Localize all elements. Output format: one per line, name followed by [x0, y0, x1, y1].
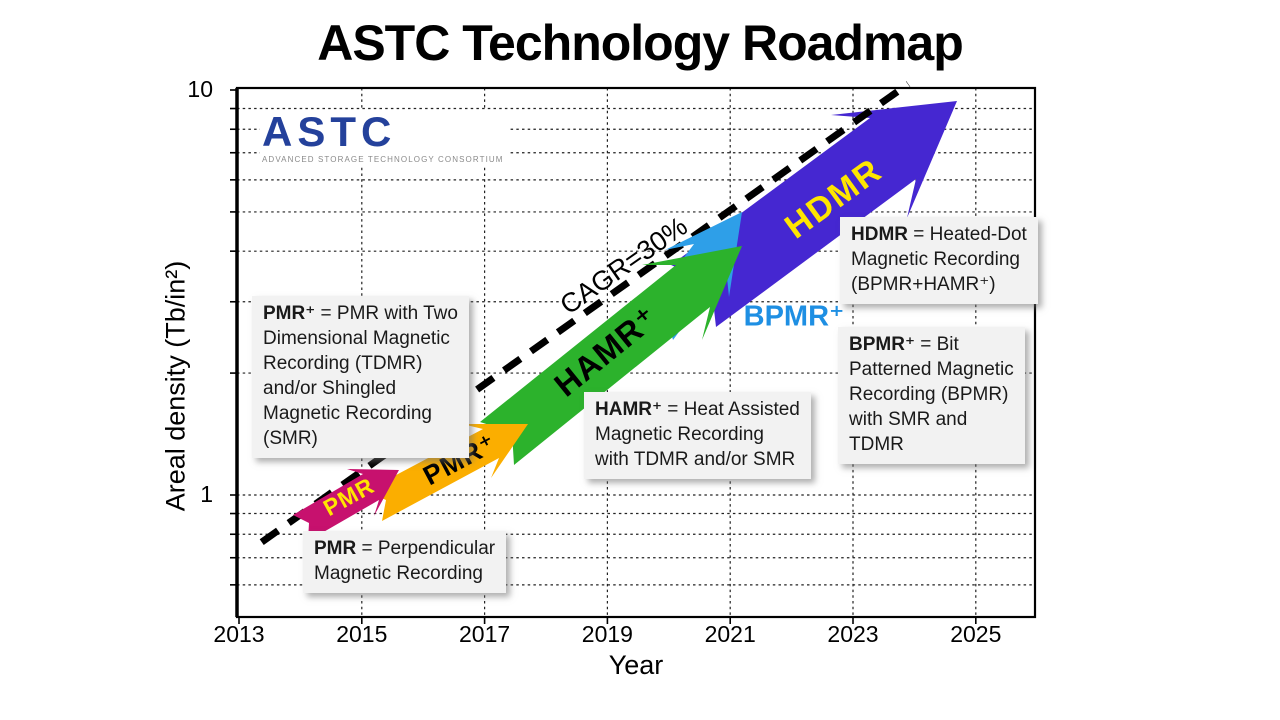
- x-tick-label: 2017: [459, 621, 511, 647]
- y-tick-label-10: 10: [187, 76, 213, 102]
- y-axis-label: Areal density (Tb/in²): [160, 260, 191, 512]
- x-tick-label: 2023: [827, 621, 879, 647]
- bpmr-plus-definition: = Bit Patterned Magnetic Recording (BPMR…: [849, 334, 1014, 455]
- tech-arrow-HAMR: [480, 246, 742, 465]
- hdmr-definition: = Heated-Dot Magnetic Recording (BPMR+HA…: [851, 224, 1027, 295]
- y-tick-label-1: 1: [200, 481, 213, 507]
- pmr-plus-definition-box: PMR⁺ = PMR with Two Dimensional Magnetic…: [252, 296, 469, 458]
- bpmr-plus-arrow-label: BPMR⁺: [743, 300, 845, 333]
- pmr-definition-box: PMR = Perpendicular Magnetic Recording: [303, 531, 507, 593]
- astc-logo-subtitle: ADVANCED STORAGE TECHNOLOGY CONSORTIUM: [262, 155, 504, 164]
- x-tick-label: 2013: [213, 621, 265, 647]
- tech-arrow-PMR: [366, 424, 528, 521]
- x-axis-label: Year: [608, 650, 664, 680]
- x-tick-label: 2015: [336, 621, 388, 647]
- astc-logo-text: ASTC: [262, 108, 397, 155]
- x-tick-label: 2021: [704, 621, 756, 647]
- hamr-plus-definition-box: HAMR⁺ = Heat Assisted Magnetic Recording…: [584, 392, 811, 479]
- hdmr-definition-box: HDMR = Heated-Dot Magnetic Recording (BP…: [840, 217, 1038, 304]
- hamr-plus-definition: = Heat Assisted Magnetic Recording with …: [595, 399, 800, 470]
- pmr-plus-definition: = PMR with Two Dimensional Magnetic Reco…: [263, 303, 458, 449]
- cagr-dashed-line: [259, 81, 911, 545]
- chart-title: ASTC Technology Roadmap: [317, 15, 964, 71]
- bpmr-plus-definition-box: BPMR⁺ = Bit Patterned Magnetic Recording…: [838, 327, 1025, 464]
- tech-arrow-HDMR: [671, 101, 957, 327]
- x-tick-label: 2025: [950, 621, 1002, 647]
- pmr-term: PMR: [314, 538, 357, 559]
- pmr-definition: = Perpendicular Magnetic Recording: [314, 538, 496, 584]
- bpmr-plus-term: BPMR⁺: [849, 334, 915, 355]
- astc-logo: ASTC ADVANCED STORAGE TECHNOLOGY CONSORT…: [260, 110, 510, 167]
- hamr-plus-term: HAMR⁺: [595, 399, 663, 420]
- pmr-plus-term: PMR⁺: [263, 303, 316, 324]
- tech-arrow-PMR: [293, 469, 399, 541]
- hdmr-term: HDMR: [851, 224, 908, 245]
- x-tick-label: 2019: [581, 621, 633, 647]
